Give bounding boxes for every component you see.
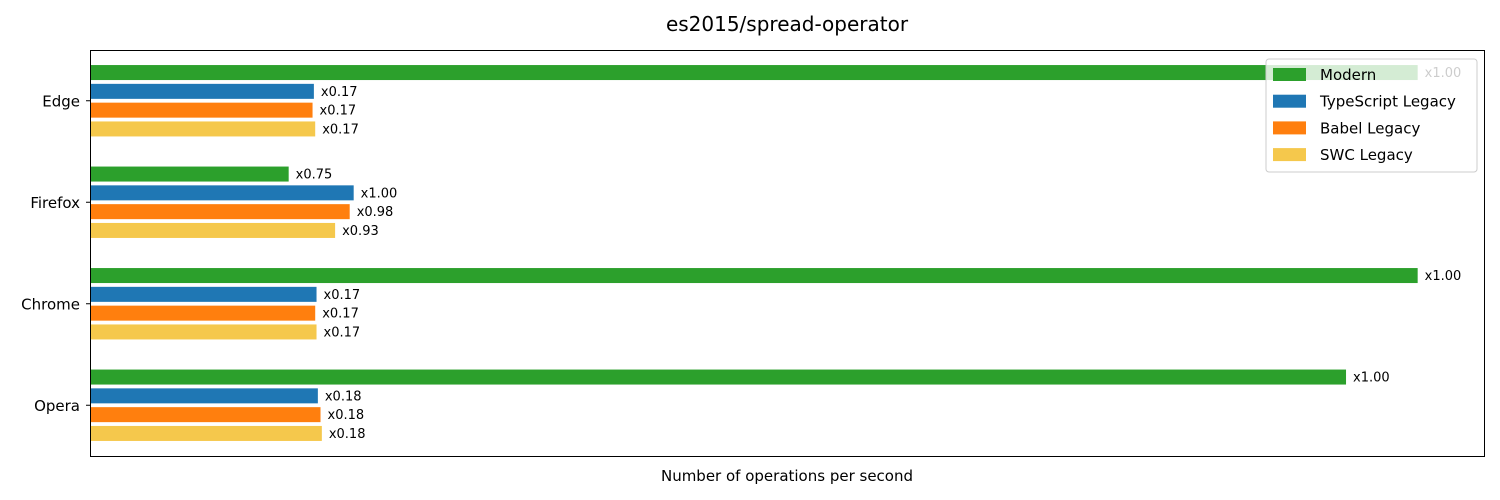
bar-chrome-modern	[91, 268, 1418, 284]
legend-swatch-babel-legacy	[1273, 121, 1306, 135]
data-label-chrome-modern: x1.00	[1425, 269, 1462, 284]
data-label-edge-babel-legacy: x0.17	[320, 104, 357, 119]
x-axis-label: Number of operations per second	[661, 467, 913, 485]
y-tick-label-firefox: Firefox	[30, 194, 80, 212]
bar-edge-typescript-legacy	[91, 83, 314, 99]
bar-chrome-babel-legacy	[91, 305, 316, 321]
bar-firefox-swc-legacy	[91, 222, 336, 238]
bar-opera-typescript-legacy	[91, 388, 318, 404]
y-tick-label-chrome: Chrome	[21, 295, 80, 313]
data-label-chrome-swc-legacy: x0.17	[324, 325, 361, 340]
legend-label-typescript-legacy: TypeScript Legacy	[1319, 93, 1456, 111]
bar-opera-modern	[91, 369, 1347, 385]
legend-label-modern: Modern	[1320, 66, 1376, 84]
bar-firefox-babel-legacy	[91, 204, 350, 220]
data-label-edge-typescript-legacy: x0.17	[321, 85, 358, 100]
legend-swatch-modern	[1273, 68, 1306, 81]
data-label-opera-typescript-legacy: x0.18	[325, 389, 362, 404]
bar-firefox-typescript-legacy	[91, 185, 354, 201]
y-tick-label-edge: Edge	[42, 92, 80, 110]
data-label-opera-babel-legacy: x0.18	[328, 408, 365, 423]
bar-edge-babel-legacy	[91, 102, 313, 118]
plot-area	[91, 65, 1418, 441]
legend-swatch-swc-legacy	[1273, 148, 1306, 162]
legend-label-swc-legacy: SWC Legacy	[1320, 146, 1413, 164]
plot-frame	[90, 50, 1485, 457]
data-label-chrome-typescript-legacy: x0.17	[324, 288, 361, 303]
y-axis: Edge Firefox Chrome Opera	[21, 92, 91, 415]
data-label-opera-modern: x1.00	[1353, 371, 1390, 386]
data-label-firefox-modern: x0.75	[296, 168, 333, 183]
legend-label-babel-legacy: Babel Legacy	[1320, 119, 1420, 137]
bar-edge-modern	[91, 65, 1418, 81]
legend: Modern TypeScript Legacy Babel Legacy SWC L…	[1265, 58, 1478, 173]
y-tick-label-opera: Opera	[34, 397, 80, 415]
legend-swatch-typescript-legacy	[1273, 94, 1306, 108]
data-label-firefox-swc-legacy: x0.93	[342, 224, 379, 239]
bar-opera-swc-legacy	[91, 425, 322, 441]
data-label-opera-swc-legacy: x0.18	[329, 427, 366, 442]
data-label-firefox-babel-legacy: x0.98	[357, 205, 394, 220]
chart-title: es2015/spread-operator	[666, 12, 909, 36]
data-label-firefox-typescript-legacy: x1.00	[361, 186, 398, 201]
data-label-chrome-babel-legacy: x0.17	[322, 307, 359, 322]
bar-chrome-swc-legacy	[91, 324, 317, 340]
bar-chrome-typescript-legacy	[91, 286, 317, 302]
bar-edge-swc-legacy	[91, 121, 316, 137]
bar-opera-babel-legacy	[91, 407, 321, 423]
legend-box	[1265, 58, 1478, 173]
data-label-edge-swc-legacy: x0.17	[322, 122, 359, 137]
bar-firefox-modern	[91, 166, 289, 182]
